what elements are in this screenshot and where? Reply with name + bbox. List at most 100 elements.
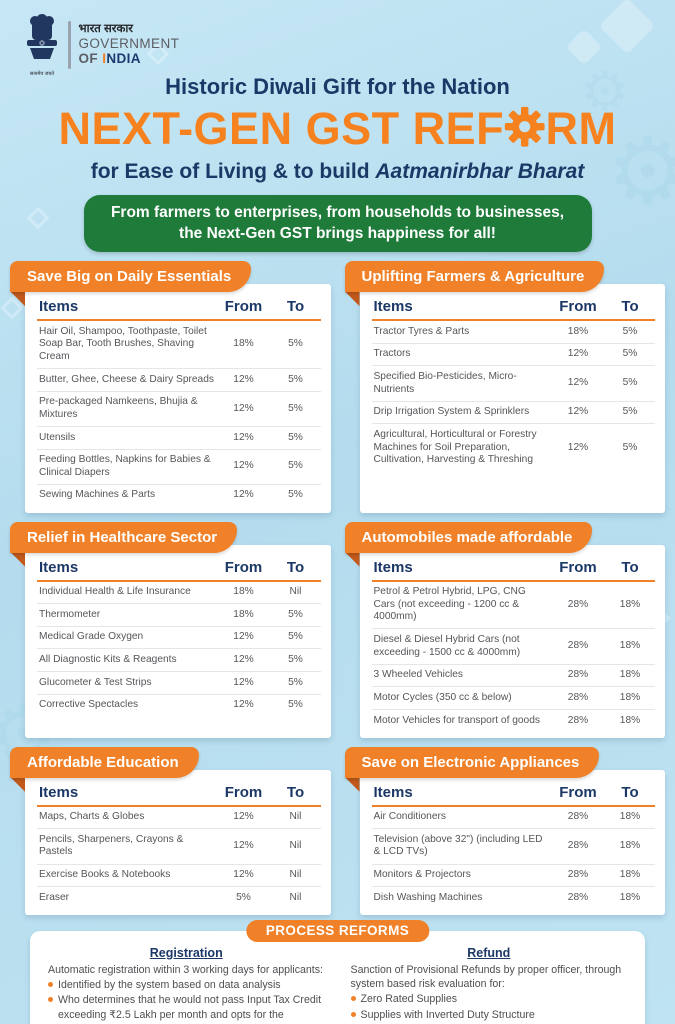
rate-cell: 18% [619, 669, 641, 681]
item-cell: Exercise Books & Notebooks [39, 869, 171, 881]
rate-cell: 5% [622, 348, 638, 360]
rate-cell: 18% [233, 586, 254, 598]
column-header-from: From [224, 783, 263, 801]
column-header-from: From [224, 558, 263, 576]
gear-o-icon [504, 106, 545, 147]
ribbon-fold [10, 291, 25, 307]
rate-cell: 18% [619, 840, 641, 852]
table-row: Tractor Tyres & Parts 18% 5% [371, 321, 655, 344]
item-cell: All Diagnostic Kits & Reagents [39, 653, 177, 665]
item-cell: Dish Washing Machines [373, 891, 483, 903]
rate-cell: 5% [288, 676, 303, 688]
column-header-to: To [286, 298, 305, 316]
rate-cell: 28% [567, 640, 589, 652]
rate-cell: 28% [567, 598, 589, 610]
rate-card-title-ribbon: Relief in Healthcare Sector [10, 521, 238, 553]
refund-bullets: Zero Rated Supplies Supplies with Inverte… [350, 992, 628, 1022]
rate-cell: 18% [567, 325, 589, 337]
rate-cell: 12% [233, 631, 254, 643]
rate-table-panel: Items From To Air Conditioners 28% 18% Tele… [359, 769, 665, 915]
rate-table-panel: Items From To Maps, Charts & Globes 12% Ni… [25, 769, 331, 915]
table-row: Eraser 5% Nil [37, 887, 321, 909]
bullet-dot [350, 1011, 356, 1017]
table-row: Dish Washing Machines 28% 18% [372, 887, 656, 909]
rate-cell: 5% [288, 653, 303, 665]
rate-cell: 12% [233, 676, 254, 688]
item-cell: Motor Vehicles for transport of goods [373, 714, 540, 726]
table-header-row: Items From To [371, 296, 655, 322]
tables-grid: Save Big on Daily Essentials Items From … [0, 261, 675, 915]
table-row: Exercise Books & Notebooks 12% Nil [37, 865, 321, 888]
rate-card: Relief in Healthcare Sector Items From T… [10, 521, 331, 738]
gov-of-india-text: OF INDIA [78, 51, 141, 67]
table-row: Hair Oil, Shampoo, Toothpaste, Toilet So… [37, 321, 321, 370]
column-header-items: Items [373, 558, 413, 576]
rate-cell: 28% [567, 669, 589, 681]
banner-line-2: the Next-Gen GST brings happiness for al… [179, 224, 496, 242]
rate-table-panel: Items From To Tractor Tyres & Parts 18% 5%… [359, 284, 665, 513]
refund-intro: Sanction of Provisional Refunds by prope… [350, 963, 622, 991]
rate-cell: 18% [619, 811, 641, 823]
bullet-item: Supplies with Inverted Duty Structure [350, 1008, 628, 1022]
rate-cell: 5% [288, 431, 303, 443]
bullet-item: Zero Rated Supplies [350, 992, 628, 1006]
rate-card-title-ribbon: Automobiles made affordable [344, 521, 593, 553]
table-row: Corrective Spectacles 12% 5% [37, 695, 321, 717]
rate-cell: 5% [288, 608, 303, 620]
bullet-item: Who determines that he would not pass In… [48, 993, 325, 1024]
poster-main-title: NEXT-GEN GST REF RM [58, 103, 617, 154]
rate-table-panel: Items From To Hair Oil, Shampoo, Toothpa… [25, 284, 331, 513]
rate-cell: 18% [233, 608, 254, 620]
rate-card-title-ribbon: Affordable Education [10, 746, 199, 778]
emblem-motto: सत्यमेव जयते [29, 71, 55, 77]
item-cell: Petrol & Petrol Hybrid, LPG, CNG Cars (n… [373, 586, 526, 623]
ribbon-fold [10, 776, 25, 792]
rate-cell: 12% [567, 406, 589, 418]
table-row: Butter, Ghee, Cheese & Dairy Spreads 12% 5… [37, 369, 321, 392]
rate-cell: 12% [233, 840, 254, 852]
government-of-india-logo: सत्यमेव जयते भारत सरकार GOVERNMENT OF IN… [24, 13, 179, 77]
rate-cell: 12% [233, 431, 254, 443]
registration-column: Registration Automatic registration with… [48, 946, 325, 1024]
rate-card-title-ribbon: Save on Electronic Appliances [344, 746, 600, 778]
rate-cell: 18% [619, 691, 641, 703]
rate-cell: 12% [567, 441, 589, 453]
rate-cell: Nil [289, 586, 302, 598]
item-cell: Feeding Bottles, Napkins for Babies & Cl… [39, 454, 211, 478]
rate-cell: 5% [288, 631, 303, 643]
rate-cell: 12% [567, 348, 589, 360]
column-header-items: Items [39, 298, 79, 316]
rate-cell: 12% [233, 489, 254, 501]
rate-cell: 12% [233, 460, 254, 472]
rate-cell: 28% [567, 840, 589, 852]
rate-cell: 18% [233, 338, 254, 350]
table-row: 3 Wheeled Vehicles 28% 18% [371, 665, 655, 688]
registration-bullets: Identified by the system based on data a… [48, 978, 325, 1024]
table-header-row: Items From To [37, 296, 321, 322]
rate-cell: 5% [236, 891, 251, 903]
table-body: Individual Health & Life Insurance 18% Nil… [37, 582, 321, 717]
rate-cell: 18% [619, 714, 641, 726]
rate-cell: 28% [567, 691, 589, 703]
table-row: Pencils, Sharpeners, Crayons & Pastels 12… [37, 829, 321, 865]
item-cell: Individual Health & Life Insurance [39, 586, 191, 598]
green-banner: From farmers to enterprises, from househ… [83, 195, 592, 253]
item-cell: Television (above 32") (including LED & … [373, 833, 543, 858]
column-header-to: To [286, 783, 305, 801]
item-cell: Sewing Machines & Parts [39, 489, 156, 501]
rate-cell: 5% [288, 402, 303, 414]
gov-hindi-text: भारत सरकार [78, 23, 134, 36]
column-header-from: From [559, 298, 597, 316]
process-reforms-title: PROCESS REFORMS [245, 919, 430, 942]
rate-cell: Nil [289, 811, 302, 823]
item-cell: Agricultural, Horticultural or Forestry … [373, 428, 537, 466]
rate-cell: 12% [233, 811, 254, 823]
item-cell: Thermometer [39, 608, 101, 620]
rate-cell: 28% [567, 714, 589, 726]
table-header-row: Items From To [371, 557, 655, 582]
column-header-items: Items [373, 783, 413, 801]
table-row: Pre-packaged Namkeens, Bhujia & Mixtures… [37, 392, 321, 427]
table-header-row: Items From To [371, 782, 655, 807]
item-cell: Tractor Tyres & Parts [373, 325, 470, 337]
column-header-to: To [621, 558, 639, 576]
